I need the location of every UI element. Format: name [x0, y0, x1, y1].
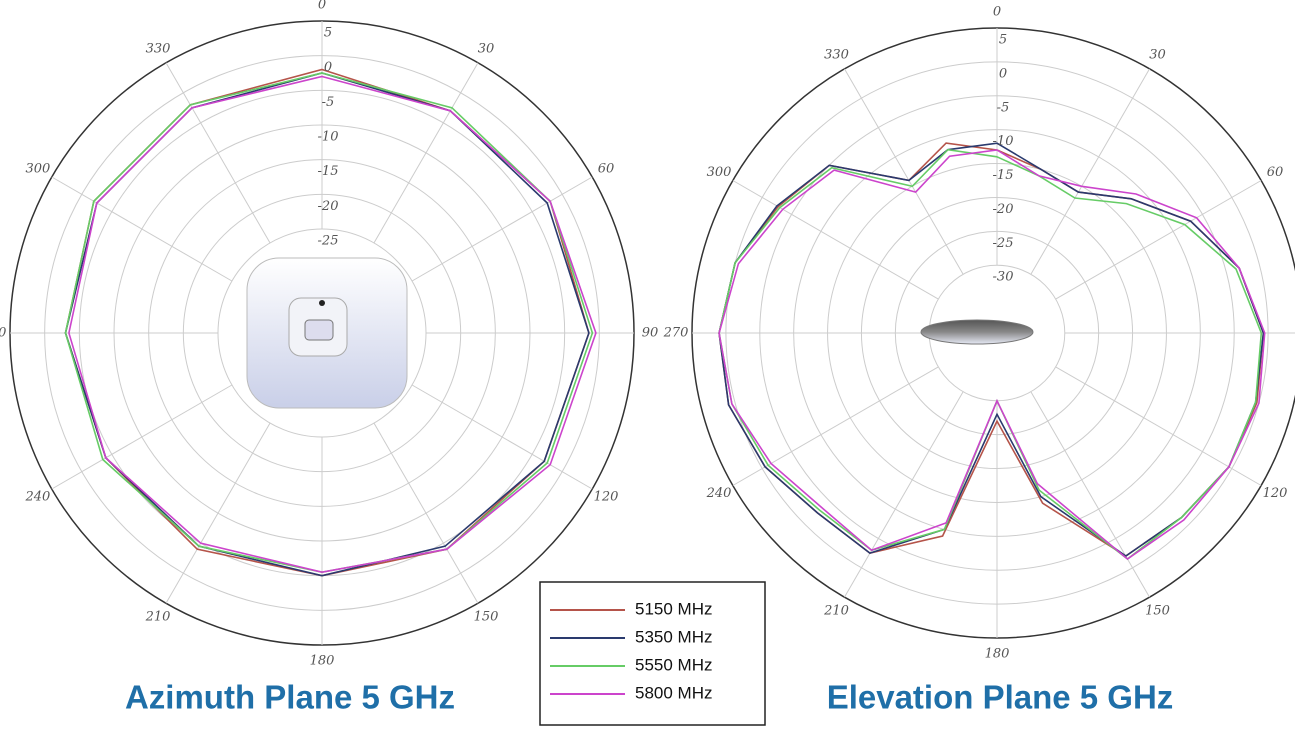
theta-tick-label: 240 — [25, 490, 51, 505]
grid-spoke — [411, 176, 593, 282]
r-tick-label: -30 — [993, 270, 1014, 285]
r-tick-label: 5 — [999, 33, 1007, 48]
legend-label: 5350 MHz — [635, 627, 712, 646]
theta-tick-label: 0 — [318, 0, 326, 13]
grid-spoke — [373, 62, 479, 244]
theta-tick-label: 0 — [993, 5, 1001, 20]
r-tick-label: -25 — [318, 234, 339, 249]
legend-label: 5150 MHz — [635, 599, 712, 618]
theta-tick-label: 120 — [1263, 486, 1288, 501]
theta-tick-label: 300 — [707, 165, 732, 180]
theta-tick-label: 60 — [598, 162, 615, 177]
grid-spoke — [732, 366, 939, 486]
grid-spoke — [411, 384, 593, 490]
theta-tick-label: 300 — [26, 162, 51, 177]
chart-title: Azimuth Plane 5 GHz — [125, 679, 455, 716]
r-tick-label: -15 — [993, 168, 1014, 183]
legend: 5150 MHz 5350 MHz 5550 MHz 5800 MHz — [550, 599, 712, 702]
theta-tick-label: 60 — [1267, 165, 1284, 180]
theta-tick-label: 210 — [823, 603, 849, 618]
r-tick-label: -5 — [997, 100, 1010, 115]
theta-tick-label: 330 — [146, 41, 171, 56]
theta-tick-label: 150 — [1145, 603, 1170, 618]
r-tick-label: -5 — [322, 95, 335, 110]
theta-tick-label: 90 — [642, 326, 659, 341]
grid-spoke — [1055, 366, 1262, 486]
theta-tick-label: 30 — [478, 41, 495, 56]
grid-spoke — [1055, 180, 1262, 300]
grid-spoke — [51, 176, 233, 282]
chart-title: Elevation Plane 5 GHz — [827, 679, 1174, 716]
r-tick-label: -25 — [993, 236, 1014, 251]
r-tick-label: -20 — [318, 199, 339, 214]
r-tick-label: -10 — [318, 130, 339, 145]
grid-spoke — [732, 180, 939, 300]
theta-tick-label: 270 — [0, 326, 6, 341]
theta-tick-label: 210 — [145, 610, 171, 625]
r-tick-label: -20 — [993, 202, 1014, 217]
theta-tick-label: 120 — [594, 490, 619, 505]
access-point-led — [319, 300, 325, 306]
theta-tick-label: 240 — [706, 486, 732, 501]
grid-spoke — [165, 422, 271, 604]
theta-tick-label: 30 — [1149, 48, 1166, 63]
legend-label: 5550 MHz — [635, 655, 712, 674]
r-tick-label: 5 — [324, 26, 332, 41]
r-tick-label: 0 — [999, 66, 1007, 81]
pattern-lines — [64, 68, 1266, 577]
legend-box — [539, 581, 766, 726]
access-point-logo — [304, 319, 334, 341]
grid — [9, 20, 1295, 646]
device-images — [246, 257, 1034, 409]
access-point-side — [920, 319, 1034, 345]
r-tick-label: -10 — [993, 134, 1014, 149]
theta-tick-label: 150 — [474, 610, 499, 625]
grid-spoke — [165, 62, 271, 244]
pattern-line — [68, 75, 597, 574]
r-tick-label: -15 — [318, 164, 339, 179]
grid-spoke — [844, 391, 964, 598]
r-tick-label: 0 — [324, 60, 332, 75]
pattern-line — [718, 149, 1266, 561]
grid-spoke — [844, 68, 964, 275]
grid-spoke — [1030, 391, 1150, 598]
theta-tick-label: 330 — [824, 48, 849, 63]
theta-tick-label: 270 — [663, 326, 689, 341]
grid-spoke — [373, 422, 479, 604]
legend-label: 5800 MHz — [635, 683, 712, 702]
theta-tick-label: 180 — [310, 654, 335, 669]
grid-spoke — [1030, 68, 1150, 275]
pattern-line — [718, 142, 1265, 557]
grid-spoke — [51, 384, 233, 490]
theta-tick-label: 180 — [985, 647, 1010, 662]
